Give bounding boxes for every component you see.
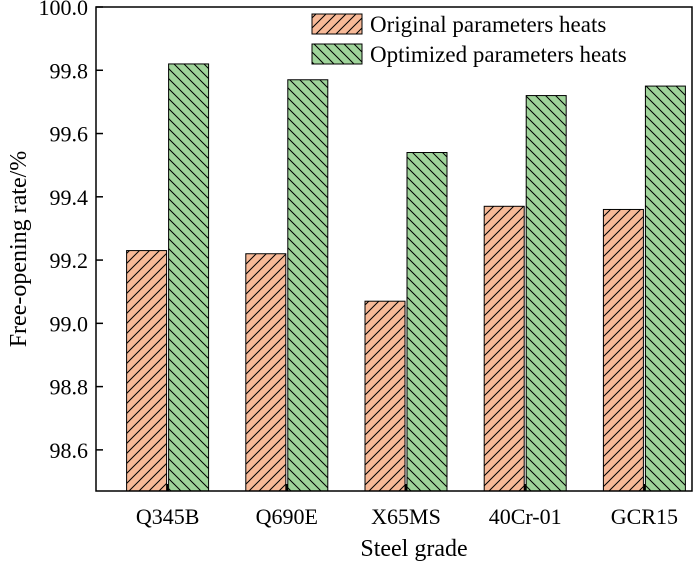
y-axis-label: Free-opening rate/% [6,151,32,348]
x-tick-label: Q345B [136,504,200,529]
bar-original-q690e [245,253,287,492]
y-tick-label: 100.0 [39,0,89,20]
bar-optimized-q690e [287,79,329,492]
y-tick-label: 98.8 [50,375,89,400]
bar-original-40cr-01 [483,205,525,492]
y-tick-label: 99.6 [50,122,89,147]
bar-optimized-gcr15 [644,85,686,492]
y-tick-label: 98.6 [50,438,89,463]
x-tick-label: Q690E [256,504,318,529]
x-axis-ticks: Q345B Q690E X65MS 40Cr-01 GCR15 [136,484,678,529]
bar-optimized-x65ms [406,152,448,492]
legend-label-original: Original parameters heats [370,12,606,37]
legend: Original parameters heats Optimized para… [311,12,627,67]
legend-swatch-optimized [311,43,363,65]
y-tick-label: 99.2 [50,248,89,273]
bar-original-x65ms [364,300,406,492]
plot-frame [95,6,693,492]
x-tick-label: GCR15 [611,504,678,529]
y-tick-label: 99.4 [50,185,89,210]
bar-optimized-q345b [168,63,210,492]
bars-group [126,63,686,492]
bar-optimized-40cr-01 [525,95,567,492]
bar-original-q345b [126,250,168,492]
y-tick-label: 99.8 [50,58,89,83]
legend-swatch-original [311,13,363,35]
y-tick-label: 99.0 [50,311,89,336]
bar-original-gcr15 [602,208,644,492]
legend-label-optimized: Optimized parameters heats [370,42,627,67]
y-axis-ticks: 98.6 98.8 99.0 99.2 99.4 99.6 99.8 100.0 [39,0,103,463]
x-tick-label: 40Cr-01 [489,504,562,529]
x-tick-label: X65MS [371,504,441,529]
x-axis-label: Steel grade [360,536,467,562]
